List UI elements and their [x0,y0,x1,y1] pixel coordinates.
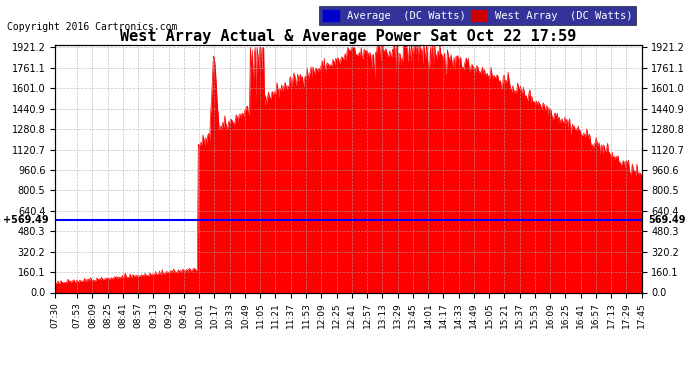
Text: Copyright 2016 Cartronics.com: Copyright 2016 Cartronics.com [7,22,177,32]
Text: 569.49: 569.49 [649,215,686,225]
Legend: Average  (DC Watts), West Array  (DC Watts): Average (DC Watts), West Array (DC Watts… [319,6,636,25]
Title: West Array Actual & Average Power Sat Oct 22 17:59: West Array Actual & Average Power Sat Oc… [120,29,577,44]
Text: +569.49: +569.49 [3,215,48,225]
